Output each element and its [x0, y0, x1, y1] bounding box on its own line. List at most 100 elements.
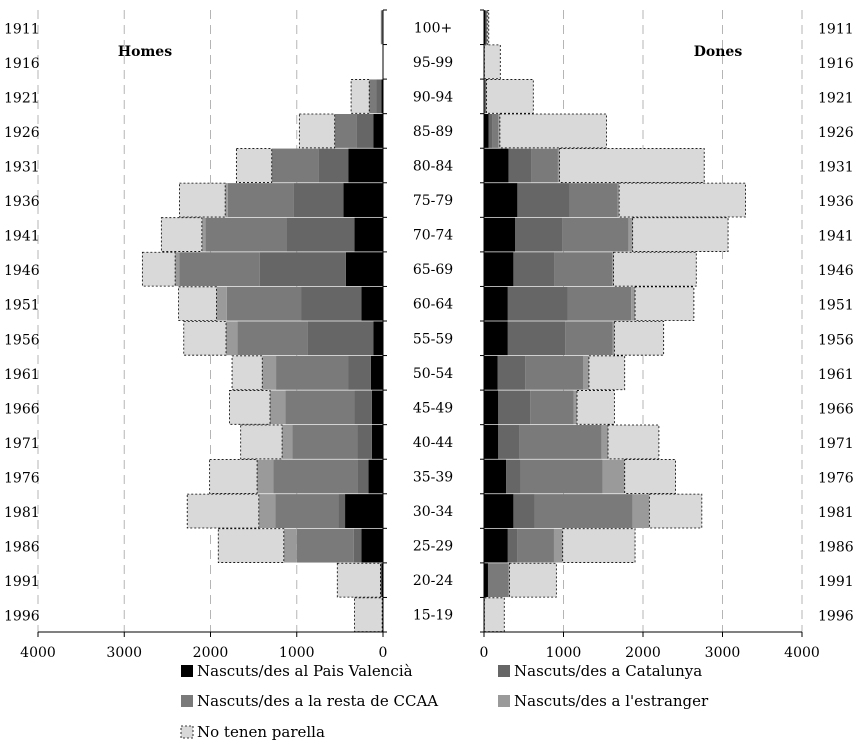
age-group-label: 20-24 — [413, 573, 453, 589]
legend-label: Nascuts/des a l'estranger — [514, 692, 709, 710]
bar-men-65-69-s2 — [179, 252, 260, 287]
bar-women-50-54-s1 — [497, 355, 526, 390]
x-tick-label: 4000 — [20, 645, 56, 661]
bar-men-35-39-s4 — [209, 459, 258, 494]
bar-men-45-49-s1 — [354, 390, 372, 425]
birth-year-label-left: 1991 — [4, 574, 40, 590]
birth-year-label-left: 1996 — [4, 609, 40, 625]
bar-women-75-79-s2 — [569, 183, 618, 217]
birth-year-label-left: 1921 — [4, 90, 40, 106]
bar-women-45-49-s3 — [573, 390, 578, 425]
age-group-label: 15-19 — [413, 608, 453, 624]
bar-women-25-29-s4 — [562, 528, 636, 563]
age-group-label: 40-44 — [413, 435, 453, 451]
bar-women-20-24-s4 — [509, 562, 557, 598]
bar-men-70-74-s0 — [354, 217, 383, 252]
age-group-label: 70-74 — [413, 228, 453, 244]
legend-label: Nascuts/des a la resta de CCAA — [197, 692, 438, 710]
bar-men-30-34-s4 — [186, 493, 260, 529]
bar-men-35-39-s3 — [257, 459, 274, 494]
bar-women-60-64-s3 — [631, 286, 636, 321]
birth-year-label-left: 1966 — [4, 401, 40, 417]
bar-women-75-79-s0 — [484, 183, 518, 217]
bar-women-25-29-s2 — [517, 528, 554, 563]
birth-year-label-right: 1951 — [818, 298, 854, 314]
bar-women-35-39-s1 — [506, 459, 521, 494]
bar-women-75-79-s1 — [517, 183, 570, 217]
birth-year-label-right: 1941 — [818, 229, 854, 245]
bar-women-25-29-s3 — [553, 528, 563, 563]
bar-men-75-79-s1 — [293, 183, 344, 217]
bar-women-60-64-s1 — [507, 286, 568, 321]
bar-women-50-54-s0 — [484, 355, 498, 390]
men-panel-title: Homes — [118, 44, 172, 60]
birth-year-label-right: 1961 — [818, 367, 854, 383]
bar-women-55-59-s3 — [612, 321, 615, 356]
axes — [37, 9, 803, 637]
bar-women-70-74-s4 — [632, 217, 729, 252]
bar-men-30-34-s0 — [345, 494, 383, 528]
legend-swatch — [181, 695, 193, 707]
bar-men-50-54-s3 — [262, 355, 277, 390]
bar-men-75-79-s3 — [225, 183, 228, 217]
bar-men-40-44-s3 — [282, 425, 293, 459]
age-group-label: 35-39 — [413, 470, 453, 486]
bar-men-85-89-s4 — [298, 113, 336, 149]
bar-men-50-54-s4 — [231, 355, 263, 391]
bar-women-85-89-s2 — [492, 114, 499, 148]
bar-men-50-54-s1 — [348, 355, 371, 390]
bar-women-45-49-s1 — [498, 390, 531, 425]
bar-men-55-59-s0 — [373, 321, 383, 356]
bar-women-35-39-s2 — [520, 459, 603, 494]
birth-year-label-left: 1956 — [4, 332, 40, 348]
bar-women-30-34-s1 — [513, 494, 535, 528]
bar-men-40-44-s4 — [240, 424, 283, 460]
bar-men-60-64-s4 — [178, 286, 217, 322]
bar-women-30-34-s0 — [484, 494, 514, 528]
bar-women-70-74-s0 — [484, 217, 516, 252]
age-group-label: 90-94 — [413, 89, 453, 105]
bar-women-55-59-s1 — [507, 321, 566, 356]
bar-men-35-39-s2 — [273, 459, 358, 494]
birth-year-label-left: 1936 — [4, 194, 40, 210]
birth-year-label-left: 1971 — [4, 436, 40, 452]
bar-men-55-59-s4 — [183, 320, 227, 356]
age-group-label: 95-99 — [413, 55, 453, 71]
birth-year-label-right: 1926 — [818, 125, 854, 141]
x-tick-label: 3000 — [106, 645, 142, 661]
bar-men-60-64-s0 — [361, 286, 383, 321]
age-group-label: 45-49 — [413, 400, 453, 416]
birth-year-label-left: 1961 — [4, 367, 40, 383]
birth-year-label-left: 1946 — [4, 263, 40, 279]
birth-year-label-right: 1936 — [818, 194, 854, 210]
bar-women-80-84-s4 — [559, 148, 705, 183]
bar-women-55-59-s4 — [613, 320, 665, 356]
bar-women-95-99-s4 — [483, 44, 501, 80]
bar-men-25-29-s0 — [361, 528, 383, 563]
women-panel-title: Dones — [694, 44, 743, 60]
birth-year-label-left: 1976 — [4, 471, 40, 487]
bar-men-60-64-s1 — [301, 286, 362, 321]
legend-label: Nascuts/des al Pais Valencià — [197, 662, 413, 680]
birth-year-label-right: 1946 — [818, 263, 854, 279]
bar-men-25-29-s1 — [353, 528, 362, 563]
bar-men-80-84-s1 — [318, 148, 349, 183]
bar-women-20-24-s0 — [484, 563, 488, 598]
bar-men-45-49-s3 — [270, 390, 286, 425]
bar-women-40-44-s4 — [607, 424, 660, 460]
birth-year-label-right: 1966 — [818, 401, 854, 417]
legend-label: Nascuts/des a Catalunya — [514, 662, 702, 680]
x-tick-label: 4000 — [784, 645, 820, 661]
age-group-label: 100+ — [414, 20, 452, 36]
tick-labels: 4000 3000 2000 1000 0 0 1000 2000 3000 4000 15-19 2… — [4, 20, 854, 661]
bar-women-45-49-s4 — [576, 390, 615, 425]
x-tick-label: 2000 — [625, 645, 661, 661]
bar-men-50-54-s0 — [370, 355, 383, 390]
bar-women-75-79-s4 — [618, 182, 746, 218]
bar-men-40-44-s2 — [292, 425, 358, 459]
bar-men-80-84-s2 — [271, 148, 319, 183]
legend-label: No tenen parella — [197, 723, 325, 741]
bar-women-70-74-s2 — [562, 217, 629, 252]
bar-women-20-24-s2 — [487, 563, 509, 598]
